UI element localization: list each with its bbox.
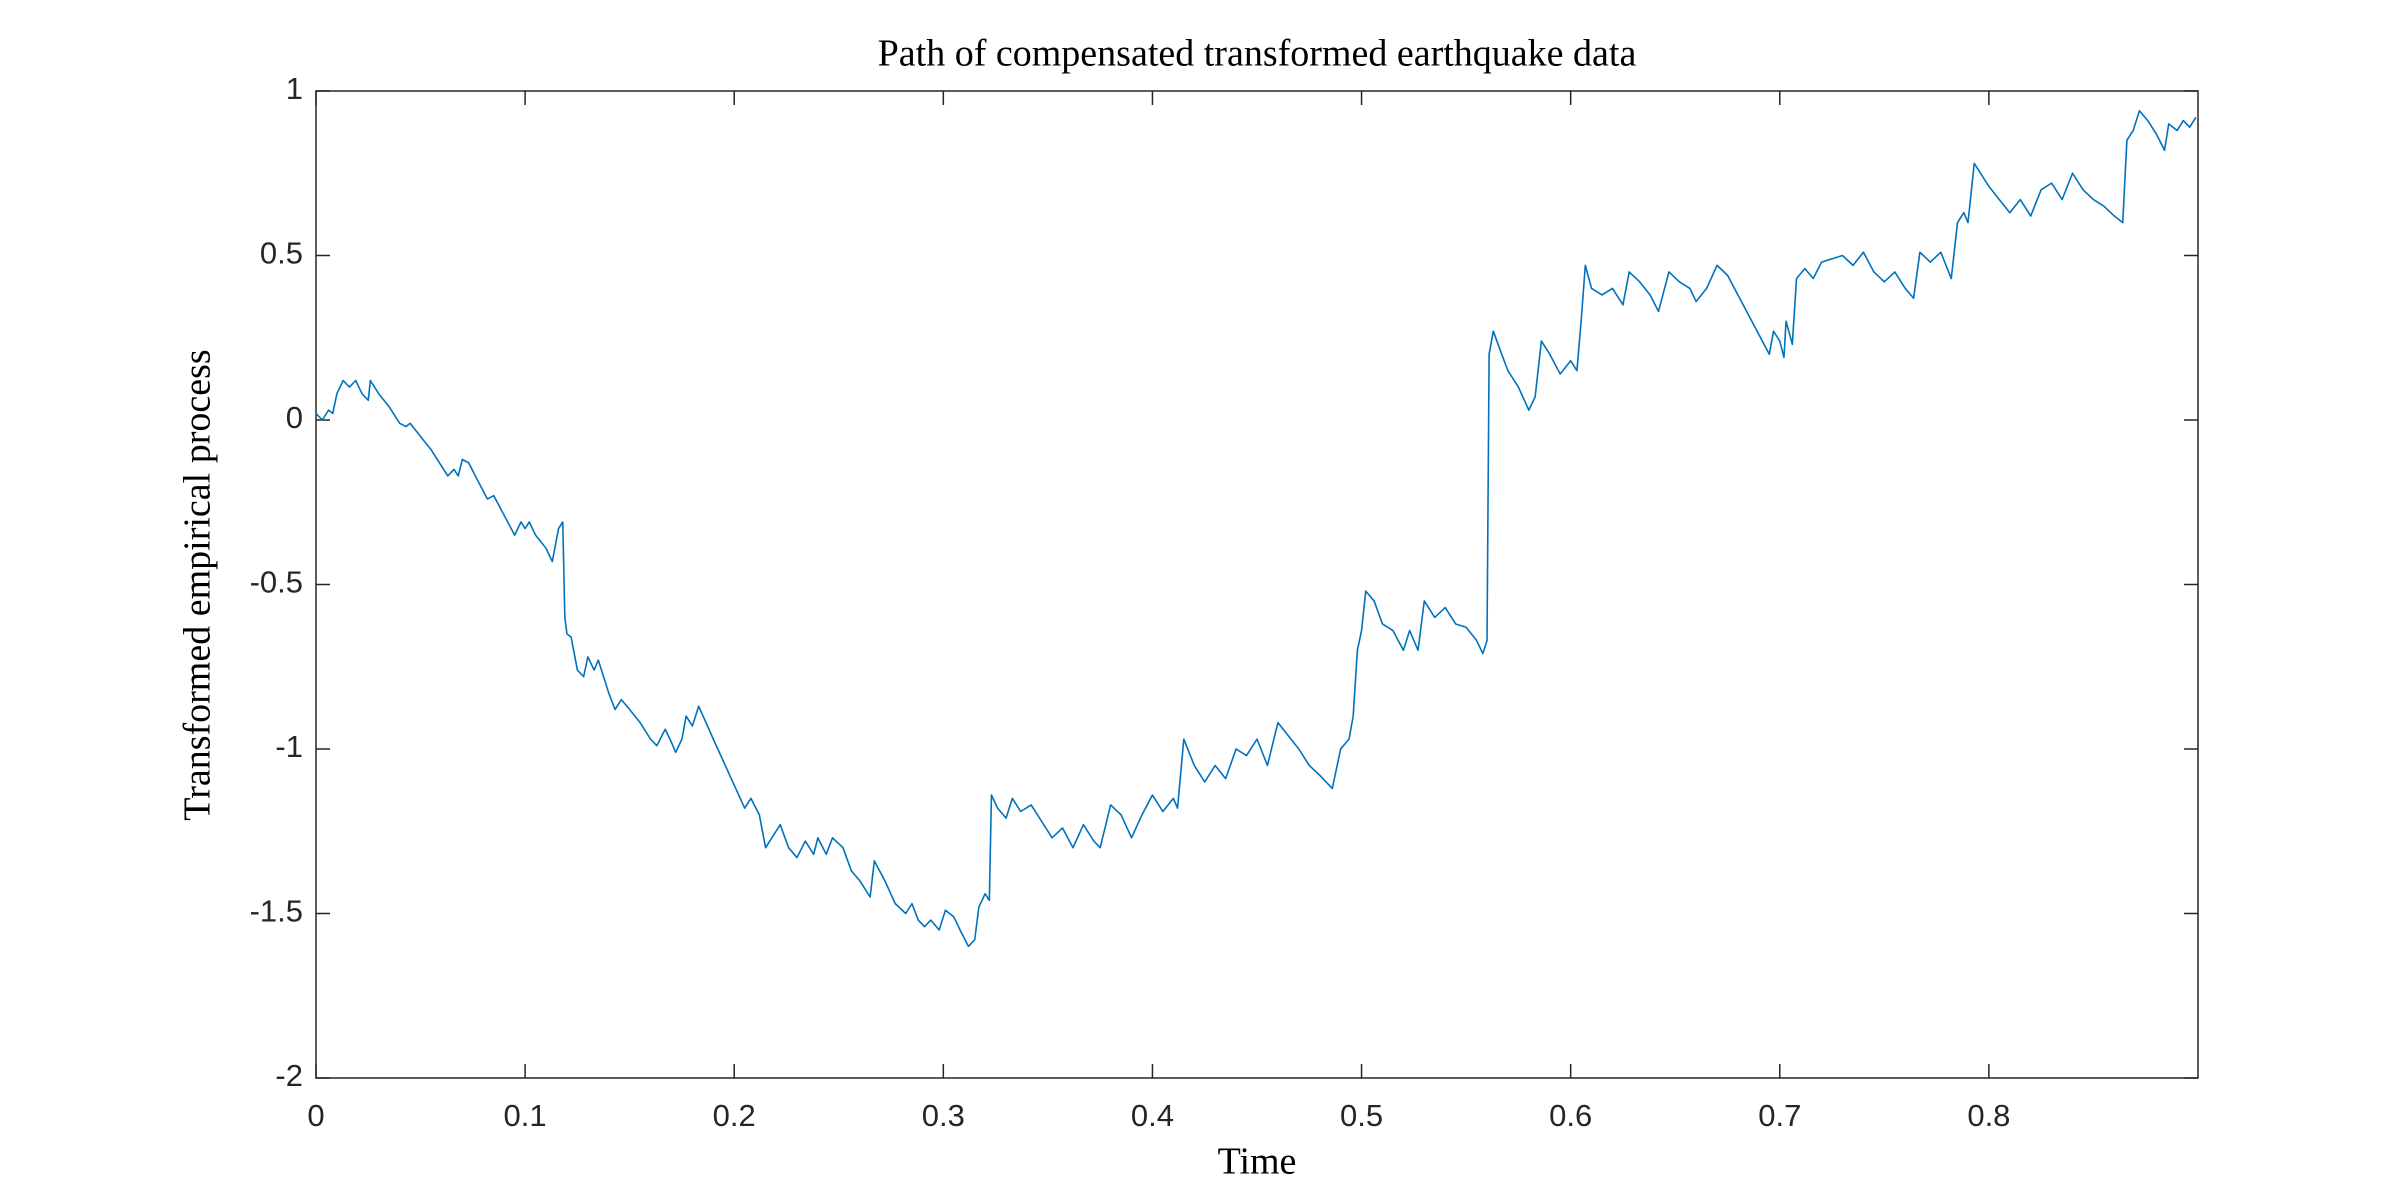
plot-box — [315, 90, 2199, 1079]
y-tick-label: -2 — [275, 1058, 303, 1093]
y-tick-label: -1.5 — [250, 894, 303, 929]
x-tick-label: 0.8 — [1967, 1098, 2010, 1133]
y-tick-label: 1 — [286, 71, 303, 106]
y-tick-label: 0 — [286, 400, 303, 435]
x-axis-label: Time — [1218, 1141, 1297, 1183]
x-tick-label: 0.7 — [1758, 1098, 1801, 1133]
x-tick-label: 0.6 — [1549, 1098, 1592, 1133]
data-line — [315, 109, 2197, 948]
y-axis-label: Transformed empirical process — [177, 349, 219, 820]
x-tick-label: 0.2 — [713, 1098, 756, 1133]
x-tick-label: 0.3 — [922, 1098, 965, 1133]
y-tick-label: 0.5 — [260, 236, 303, 271]
x-tick-label: 0 — [307, 1098, 324, 1133]
y-tick-label: -0.5 — [250, 565, 303, 600]
x-tick-label: 0.1 — [504, 1098, 547, 1133]
y-tick-label: -1 — [275, 729, 303, 764]
chart-title: Path of compensated transformed earthqua… — [878, 33, 1637, 75]
x-tick-label: 0.4 — [1131, 1098, 1174, 1133]
x-tick-label: 0.5 — [1340, 1098, 1383, 1133]
